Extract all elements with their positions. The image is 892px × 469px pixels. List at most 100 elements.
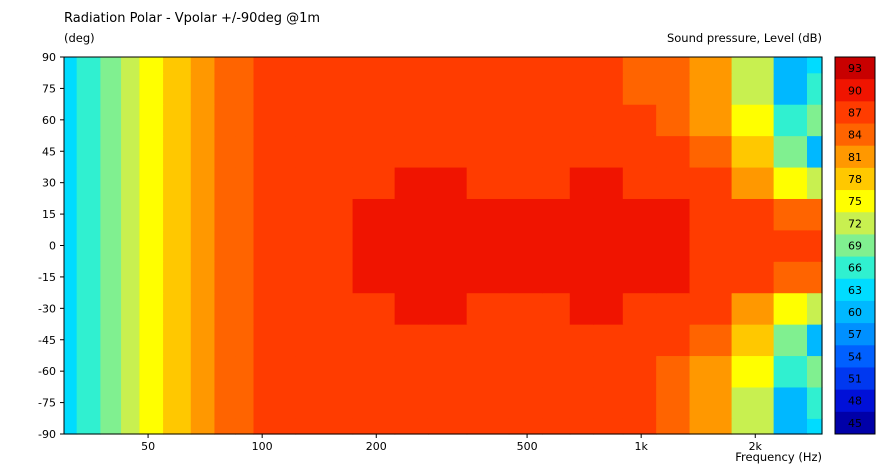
x-tick-label: 100 xyxy=(252,440,273,453)
colorbar-level-label: 60 xyxy=(848,306,862,319)
colorbar-level-label: 72 xyxy=(848,217,862,230)
heatmap-cell xyxy=(466,418,510,435)
heatmap-cell xyxy=(689,198,733,231)
heatmap-cell xyxy=(806,57,823,74)
colorbar-swatch xyxy=(835,101,875,125)
heatmap-cell xyxy=(235,229,255,262)
heatmap-cell xyxy=(352,386,396,419)
heatmap-cell xyxy=(253,72,297,105)
heatmap-cell xyxy=(163,57,192,74)
heatmap-cell xyxy=(508,292,543,325)
heatmap-cell xyxy=(163,198,192,231)
heatmap-cell xyxy=(427,418,468,435)
heatmap-cell xyxy=(466,57,510,74)
heatmap-cell xyxy=(214,57,236,74)
heatmap-cell xyxy=(235,135,255,168)
heatmap-cell xyxy=(622,166,657,199)
heatmap-cell xyxy=(100,135,122,168)
chart-title: Radiation Polar - Vpolar +/-90deg @1m xyxy=(64,11,321,26)
heatmap-cell xyxy=(100,261,122,294)
heatmap-cell xyxy=(569,261,595,294)
heatmap-cell xyxy=(508,57,543,74)
heatmap-cell xyxy=(190,324,216,357)
heatmap-cell xyxy=(253,386,297,419)
heatmap-cell xyxy=(64,229,78,262)
heatmap-cell xyxy=(139,135,164,168)
heatmap-cell xyxy=(427,198,468,231)
heatmap-cell xyxy=(656,198,691,231)
heatmap-cell xyxy=(542,57,571,74)
heatmap-cell xyxy=(100,324,122,357)
heatmap-cell xyxy=(214,229,236,262)
heatmap-cell xyxy=(139,261,164,294)
heatmap-cell xyxy=(121,135,141,168)
heatmap-cell xyxy=(731,166,775,199)
colorbar-level-label: 48 xyxy=(848,395,862,408)
heatmap-cell xyxy=(214,324,236,357)
heatmap-cell xyxy=(427,292,468,325)
heatmap-cell xyxy=(593,135,624,168)
colorbar-level-label: 51 xyxy=(848,373,862,386)
heatmap-cell xyxy=(352,261,396,294)
heatmap-cell xyxy=(593,418,624,435)
heatmap-cell xyxy=(214,166,236,199)
heatmap-cell xyxy=(76,104,101,137)
heatmap-cell xyxy=(295,355,354,388)
heatmap-cell xyxy=(622,355,657,388)
heatmap-cell xyxy=(593,386,624,419)
heatmap-cell xyxy=(773,135,808,168)
x-tick-label: 1k xyxy=(634,440,648,453)
heatmap-cell xyxy=(352,418,396,435)
heatmap-cell xyxy=(542,104,571,137)
x-tick-label: 2k xyxy=(749,440,763,453)
heatmap-cell xyxy=(139,355,164,388)
heatmap-cell xyxy=(190,135,216,168)
heatmap-cell xyxy=(773,324,808,357)
heatmap-cell xyxy=(731,104,775,137)
heatmap-cell xyxy=(163,72,192,105)
heatmap-cell xyxy=(466,166,510,199)
heatmap-cell xyxy=(508,261,543,294)
heatmap-cell xyxy=(235,57,255,74)
heatmap-cell xyxy=(163,355,192,388)
heatmap-cell xyxy=(214,135,236,168)
heatmap-cell xyxy=(352,104,396,137)
heatmap-cell xyxy=(76,261,101,294)
heatmap-cell xyxy=(508,135,543,168)
colorbar-swatch xyxy=(835,345,875,368)
y-tick-label: 15 xyxy=(42,208,56,221)
heatmap-cell xyxy=(139,324,164,357)
heatmap-cell xyxy=(542,135,571,168)
heatmap-cell xyxy=(508,418,543,435)
heatmap-cell xyxy=(121,229,141,262)
heatmap-cell xyxy=(394,57,429,74)
heatmap-cell xyxy=(427,261,468,294)
heatmap-cell xyxy=(100,229,122,262)
heatmap-cell xyxy=(139,198,164,231)
axes: 90 75 60 45 30 15 0 -15 -30 -45 -60 -75 -90 50 100 200 5… xyxy=(38,51,823,453)
heatmap-cell xyxy=(100,292,122,325)
heatmap-cell xyxy=(731,57,775,74)
heatmap-cell xyxy=(731,418,775,435)
heatmap-cell xyxy=(76,229,101,262)
heatmap-cell xyxy=(76,57,101,74)
heatmap-cell xyxy=(235,355,255,388)
heatmap-cell xyxy=(689,229,733,262)
colorbar-level-label: 63 xyxy=(848,284,862,297)
heatmap-cell xyxy=(569,229,595,262)
heatmap-cell xyxy=(427,72,468,105)
heatmap-cell xyxy=(190,72,216,105)
heatmap-cell xyxy=(100,166,122,199)
heatmap-cell xyxy=(569,198,595,231)
heatmap-cell xyxy=(508,229,543,262)
heatmap-cell xyxy=(466,104,510,137)
heatmap-cell xyxy=(542,324,571,357)
heatmap-cell xyxy=(190,261,216,294)
heatmap-cell xyxy=(542,166,571,199)
heatmap-cell xyxy=(593,166,624,199)
y-tick-label: -90 xyxy=(38,428,56,441)
heatmap-cell xyxy=(622,57,657,74)
heatmap-cell xyxy=(773,72,808,105)
heatmap-cell xyxy=(731,229,775,262)
heatmap-cell xyxy=(190,229,216,262)
